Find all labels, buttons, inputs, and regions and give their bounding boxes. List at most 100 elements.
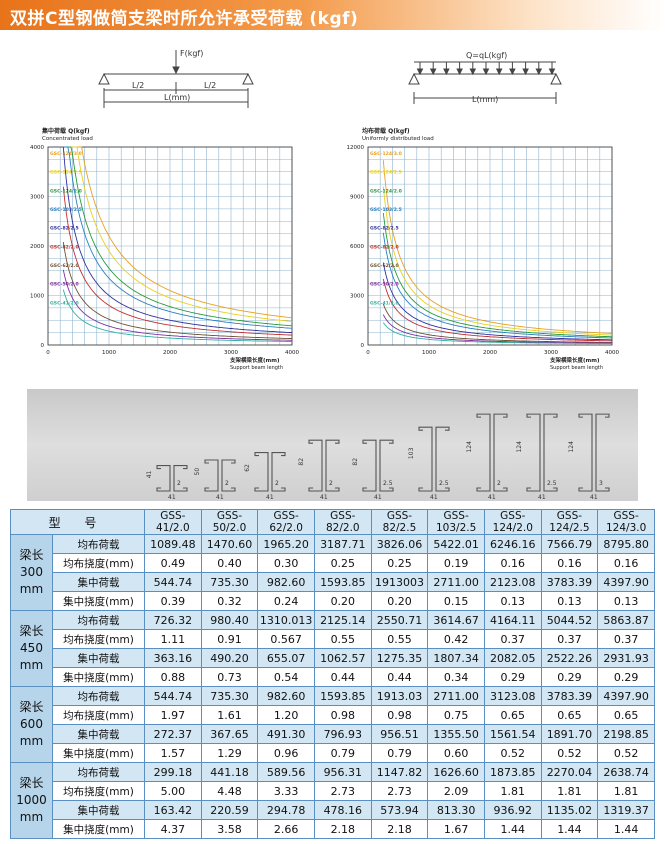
value-cell: 1891.70	[540, 724, 599, 744]
chart-subtitle: Uniformly distributed load	[362, 136, 434, 142]
row-label: 集中荷载	[51, 572, 146, 592]
series-line	[382, 186, 613, 336]
value-cell: 982.60	[257, 572, 315, 592]
beam-length-cell: 梁长 450 mm	[10, 610, 53, 687]
value-cell: 1.44	[483, 819, 542, 839]
value-cell: 980.40	[200, 610, 259, 630]
value-cell: 0.60	[427, 743, 485, 763]
model-header: GSS-62/2.0	[257, 509, 315, 535]
c-channel-profile	[254, 452, 286, 492]
profile-thickness-label: 2.5	[383, 480, 393, 487]
profile-thickness-label: 2.5	[547, 480, 557, 487]
page-title: 双拼C型钢做简支梁时所允许承受荷载 (kgf)	[10, 9, 359, 29]
row-label: 均布荷载	[51, 610, 146, 630]
value-cell: 0.54	[257, 667, 315, 687]
value-cell: 1.57	[144, 743, 202, 763]
value-cell: 2638.74	[597, 762, 655, 782]
profile-thickness-label: 3	[599, 480, 603, 487]
y-tick-label: 9000	[350, 195, 364, 201]
load-arrowhead	[456, 68, 463, 76]
x-tick-label: 2000	[483, 350, 497, 356]
profile-height-label: 50	[194, 468, 201, 476]
value-cell: 3.58	[200, 819, 259, 839]
value-cell: 1.11	[144, 629, 202, 649]
dist-force-label: Q=qL(kgf)	[466, 51, 507, 60]
value-cell: 1135.02	[540, 800, 599, 820]
profile-height-label: 103	[408, 447, 415, 459]
value-cell: 1593.85	[313, 686, 372, 706]
beam-length-cell: 梁长 1000 mm	[10, 762, 53, 839]
value-cell: 0.98	[370, 705, 429, 725]
model-header: GSS-50/2.0	[200, 509, 259, 535]
value-cell: 735.30	[200, 572, 259, 592]
value-cell: 2522.26	[540, 648, 599, 668]
value-cell: 0.37	[597, 629, 655, 649]
value-cell: 0.65	[540, 705, 599, 725]
series-line	[382, 278, 613, 342]
series-line	[382, 303, 612, 343]
type-header: 型 号	[9, 509, 146, 535]
value-cell: 0.15	[427, 591, 485, 611]
value-cell: 6246.16	[483, 534, 542, 554]
y-tick-label: 0	[361, 343, 365, 349]
value-cell: 0.37	[483, 629, 542, 649]
row-label: 均布荷载	[51, 534, 146, 554]
profile-height-label: 124	[516, 441, 523, 453]
value-cell: 0.13	[540, 591, 599, 611]
value-cell: 0.52	[483, 743, 542, 763]
load-arrowhead	[429, 68, 437, 76]
y-tick-label: 3000	[350, 294, 364, 300]
half-right-label: L/2	[204, 81, 216, 90]
value-cell: 478.16	[313, 800, 372, 820]
value-cell: 0.34	[427, 667, 485, 687]
series-line	[62, 186, 293, 336]
c-channel-profile	[418, 426, 450, 492]
value-cell: 0.20	[313, 591, 372, 611]
value-cell: 1913003	[370, 572, 429, 592]
c-channel-profile	[578, 413, 610, 492]
force-label: F(kgf)	[180, 49, 203, 58]
model-header: GSS-124/2.0	[483, 509, 542, 535]
table-row: 梁长 600 mm 均布荷载 544.74 735.30 982.60 1593.85 19…	[10, 686, 655, 763]
series-label: GSC-50/2.0	[50, 282, 79, 288]
table-row: 集中挠度(mm) 4.37 3.58 2.66 2.18 2.18 1.67 1.44 1.44…	[11, 819, 655, 839]
load-arrowhead	[522, 68, 529, 76]
profile-height-label: 124	[466, 441, 473, 453]
table-row: 梁长 450 mm 均布荷载 726.32 980.40 1310.013 2125.14…	[10, 610, 655, 687]
profile-photo: 41 41 2 50 41 2 62 41 2 82 41 2 82 41 2.5 103 41 2.5 124 41…	[27, 389, 638, 501]
value-cell: 1873.85	[483, 762, 542, 782]
c-channel-profile	[476, 413, 508, 492]
value-cell: 2123.08	[483, 572, 542, 592]
series-label: GSC-82/2.5	[50, 226, 79, 232]
value-cell: 1470.60	[200, 534, 259, 554]
value-cell: 796.93	[313, 724, 372, 744]
value-cell: 0.79	[313, 743, 372, 763]
value-cell: 0.42	[427, 629, 485, 649]
value-cell: 0.37	[540, 629, 599, 649]
profile-width-label: 41	[320, 494, 328, 501]
value-cell: 0.32	[200, 591, 259, 611]
y-tick-label: 1000	[30, 294, 44, 300]
profile-width-label: 41	[488, 494, 496, 501]
series-line	[63, 146, 293, 319]
value-cell: 544.74	[144, 572, 202, 592]
value-cell: 573.94	[370, 800, 429, 820]
series-label: GSC-41/2.0	[50, 300, 79, 306]
chart-title: 集中荷载 Q(kgf)	[41, 127, 90, 135]
value-cell: 0.65	[597, 705, 655, 725]
value-cell: 0.20	[370, 591, 429, 611]
value-cell: 3.33	[257, 781, 315, 801]
value-cell: 956.31	[313, 762, 372, 782]
series-label: GSC-82/2.0	[370, 244, 399, 250]
profile-thickness-label: 2	[497, 480, 501, 487]
table-row: 集中荷载 363.16 490.20 655.07 1062.57 1275.35 1807…	[11, 648, 655, 668]
value-cell: 0.13	[483, 591, 542, 611]
value-cell: 0.55	[370, 629, 429, 649]
row-label: 集中荷载	[51, 800, 146, 820]
value-cell: 3187.71	[313, 534, 372, 554]
table-row: 集中挠度(mm) 1.57 1.29 0.96 0.79 0.79 0.60 0.52 0.52…	[11, 743, 655, 763]
value-cell: 2.09	[427, 781, 485, 801]
profile-thickness-label: 2	[225, 480, 229, 487]
value-cell: 2711.00	[427, 686, 485, 706]
model-header: GSS-124/3.0	[597, 509, 655, 535]
